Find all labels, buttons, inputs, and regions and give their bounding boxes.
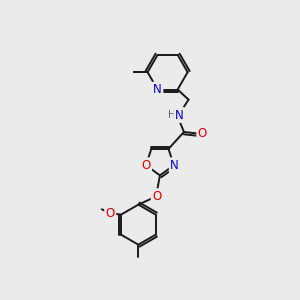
Text: O: O [141,159,151,172]
Text: N: N [153,83,162,96]
Text: N: N [170,159,179,172]
Text: H: H [169,110,176,120]
Text: O: O [198,127,207,140]
Text: N: N [175,109,184,122]
Text: methoxy: methoxy [97,208,103,209]
Text: O: O [106,207,115,220]
Text: O: O [152,190,161,203]
